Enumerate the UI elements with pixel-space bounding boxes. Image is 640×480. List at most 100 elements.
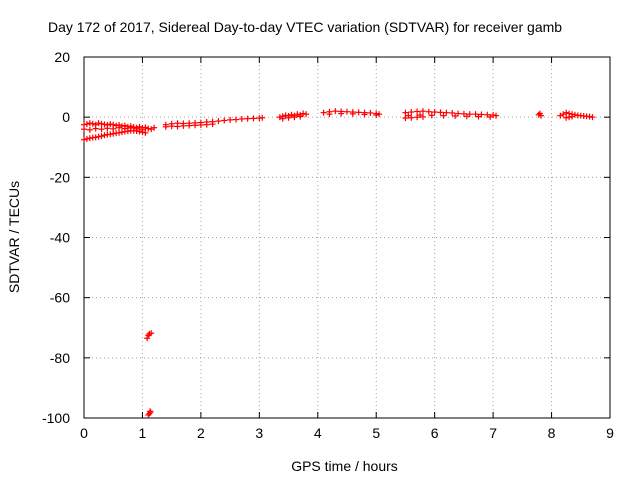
y-tick-label--40: -40: [50, 230, 70, 246]
data-point: [402, 115, 409, 122]
data-point: [151, 124, 158, 131]
data-point: [95, 133, 102, 140]
data-point: [419, 108, 426, 115]
data-point: [563, 114, 570, 121]
data-point: [285, 114, 292, 121]
data-point: [227, 116, 234, 123]
x-tick-label-6: 6: [431, 425, 439, 441]
data-point: [431, 109, 438, 116]
data-point: [566, 114, 573, 121]
data-point: [425, 108, 432, 115]
data-point: [83, 135, 90, 142]
data-point: [428, 112, 435, 119]
data-point: [86, 126, 93, 133]
data-point: [139, 126, 146, 133]
data-point: [92, 125, 99, 132]
data-point: [124, 128, 131, 135]
data-point: [101, 121, 108, 128]
data-point: [215, 118, 222, 125]
data-point: [145, 125, 152, 132]
data-point: [259, 114, 266, 121]
data-point: [116, 129, 123, 136]
data-point: [300, 110, 307, 117]
data-point: [192, 122, 199, 129]
tick-labels: 0 1 2 3 4 5 6 7 8 9 -100 -80 -60 -40 -20 0 20: [42, 49, 614, 441]
data-point: [221, 117, 228, 124]
data-point: [367, 109, 374, 116]
data-point: [107, 131, 114, 138]
data-point: [162, 123, 169, 130]
data-point: [303, 111, 310, 118]
y-tick-label-20: 20: [54, 49, 70, 65]
data-point: [107, 121, 114, 128]
data-point: [493, 112, 500, 119]
data-point: [402, 109, 409, 116]
y-tick-label--60: -60: [50, 290, 70, 306]
data-point: [232, 116, 239, 123]
chart-title: Day 172 of 2017, Sidereal Day-to-day VTE…: [48, 19, 562, 35]
x-tick-label-8: 8: [548, 425, 556, 441]
tick-marks: [83, 56, 611, 419]
x-axis-label: GPS time / hours: [291, 458, 398, 474]
data-point: [127, 124, 134, 131]
data-point: [452, 112, 459, 119]
data-point: [408, 114, 415, 121]
data-point: [297, 113, 304, 120]
data-point: [148, 330, 155, 337]
data-point: [116, 124, 123, 131]
data-point: [320, 109, 327, 116]
data-point: [475, 113, 482, 120]
data-point: [563, 109, 570, 116]
data-point: [538, 112, 545, 119]
data-point: [81, 136, 87, 143]
data-point: [408, 109, 415, 116]
data-point: [92, 134, 99, 141]
data-point: [98, 133, 105, 140]
data-point: [361, 111, 368, 118]
data-point: [291, 114, 298, 121]
y-tick-label--80: -80: [50, 350, 70, 366]
x-tick-label-7: 7: [489, 425, 497, 441]
data-point: [569, 113, 576, 120]
x-tick-label-2: 2: [197, 425, 205, 441]
x-tick-label-5: 5: [372, 425, 380, 441]
data-point: [244, 115, 251, 122]
data-point: [180, 122, 187, 129]
x-tick-label-9: 9: [606, 425, 614, 441]
data-point: [145, 411, 152, 418]
data-point: [238, 115, 245, 122]
y-axis-label: SDTVAR / TECUs: [6, 181, 22, 293]
data-point: [419, 113, 426, 120]
data-point: [209, 121, 216, 128]
data-point: [414, 114, 421, 121]
data-point: [174, 123, 181, 130]
data-point: [203, 121, 210, 128]
data-point: [186, 122, 193, 129]
data-point: [344, 108, 350, 115]
x-tick-label-0: 0: [80, 425, 88, 441]
data-point: [332, 108, 339, 115]
data-point: [338, 110, 345, 117]
data-point: [95, 120, 102, 127]
data-point: [133, 125, 140, 132]
data-point: [279, 115, 286, 122]
data-point: [118, 129, 125, 136]
data-point: [373, 112, 380, 119]
data-point: [326, 111, 333, 118]
data-point: [168, 123, 175, 130]
y-tick-label--100: -100: [42, 410, 70, 426]
data-point: [121, 125, 128, 132]
data-point: [104, 125, 111, 132]
y-tick-label-0: 0: [62, 109, 70, 125]
data-point: [142, 129, 149, 136]
data-point: [414, 108, 421, 115]
data-point: [110, 125, 117, 132]
data-point: [589, 114, 596, 121]
data-point: [98, 126, 105, 133]
data-point: [83, 121, 90, 128]
data-point: [89, 120, 96, 127]
data-point: [463, 113, 470, 120]
data-point: [250, 115, 257, 122]
